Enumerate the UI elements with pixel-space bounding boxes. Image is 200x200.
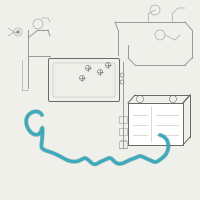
Bar bbox=[119, 128, 127, 135]
Bar bbox=[128, 103, 183, 145]
Bar bbox=[119, 116, 127, 123]
Circle shape bbox=[16, 30, 20, 33]
FancyBboxPatch shape bbox=[48, 58, 120, 102]
Bar bbox=[119, 141, 127, 148]
